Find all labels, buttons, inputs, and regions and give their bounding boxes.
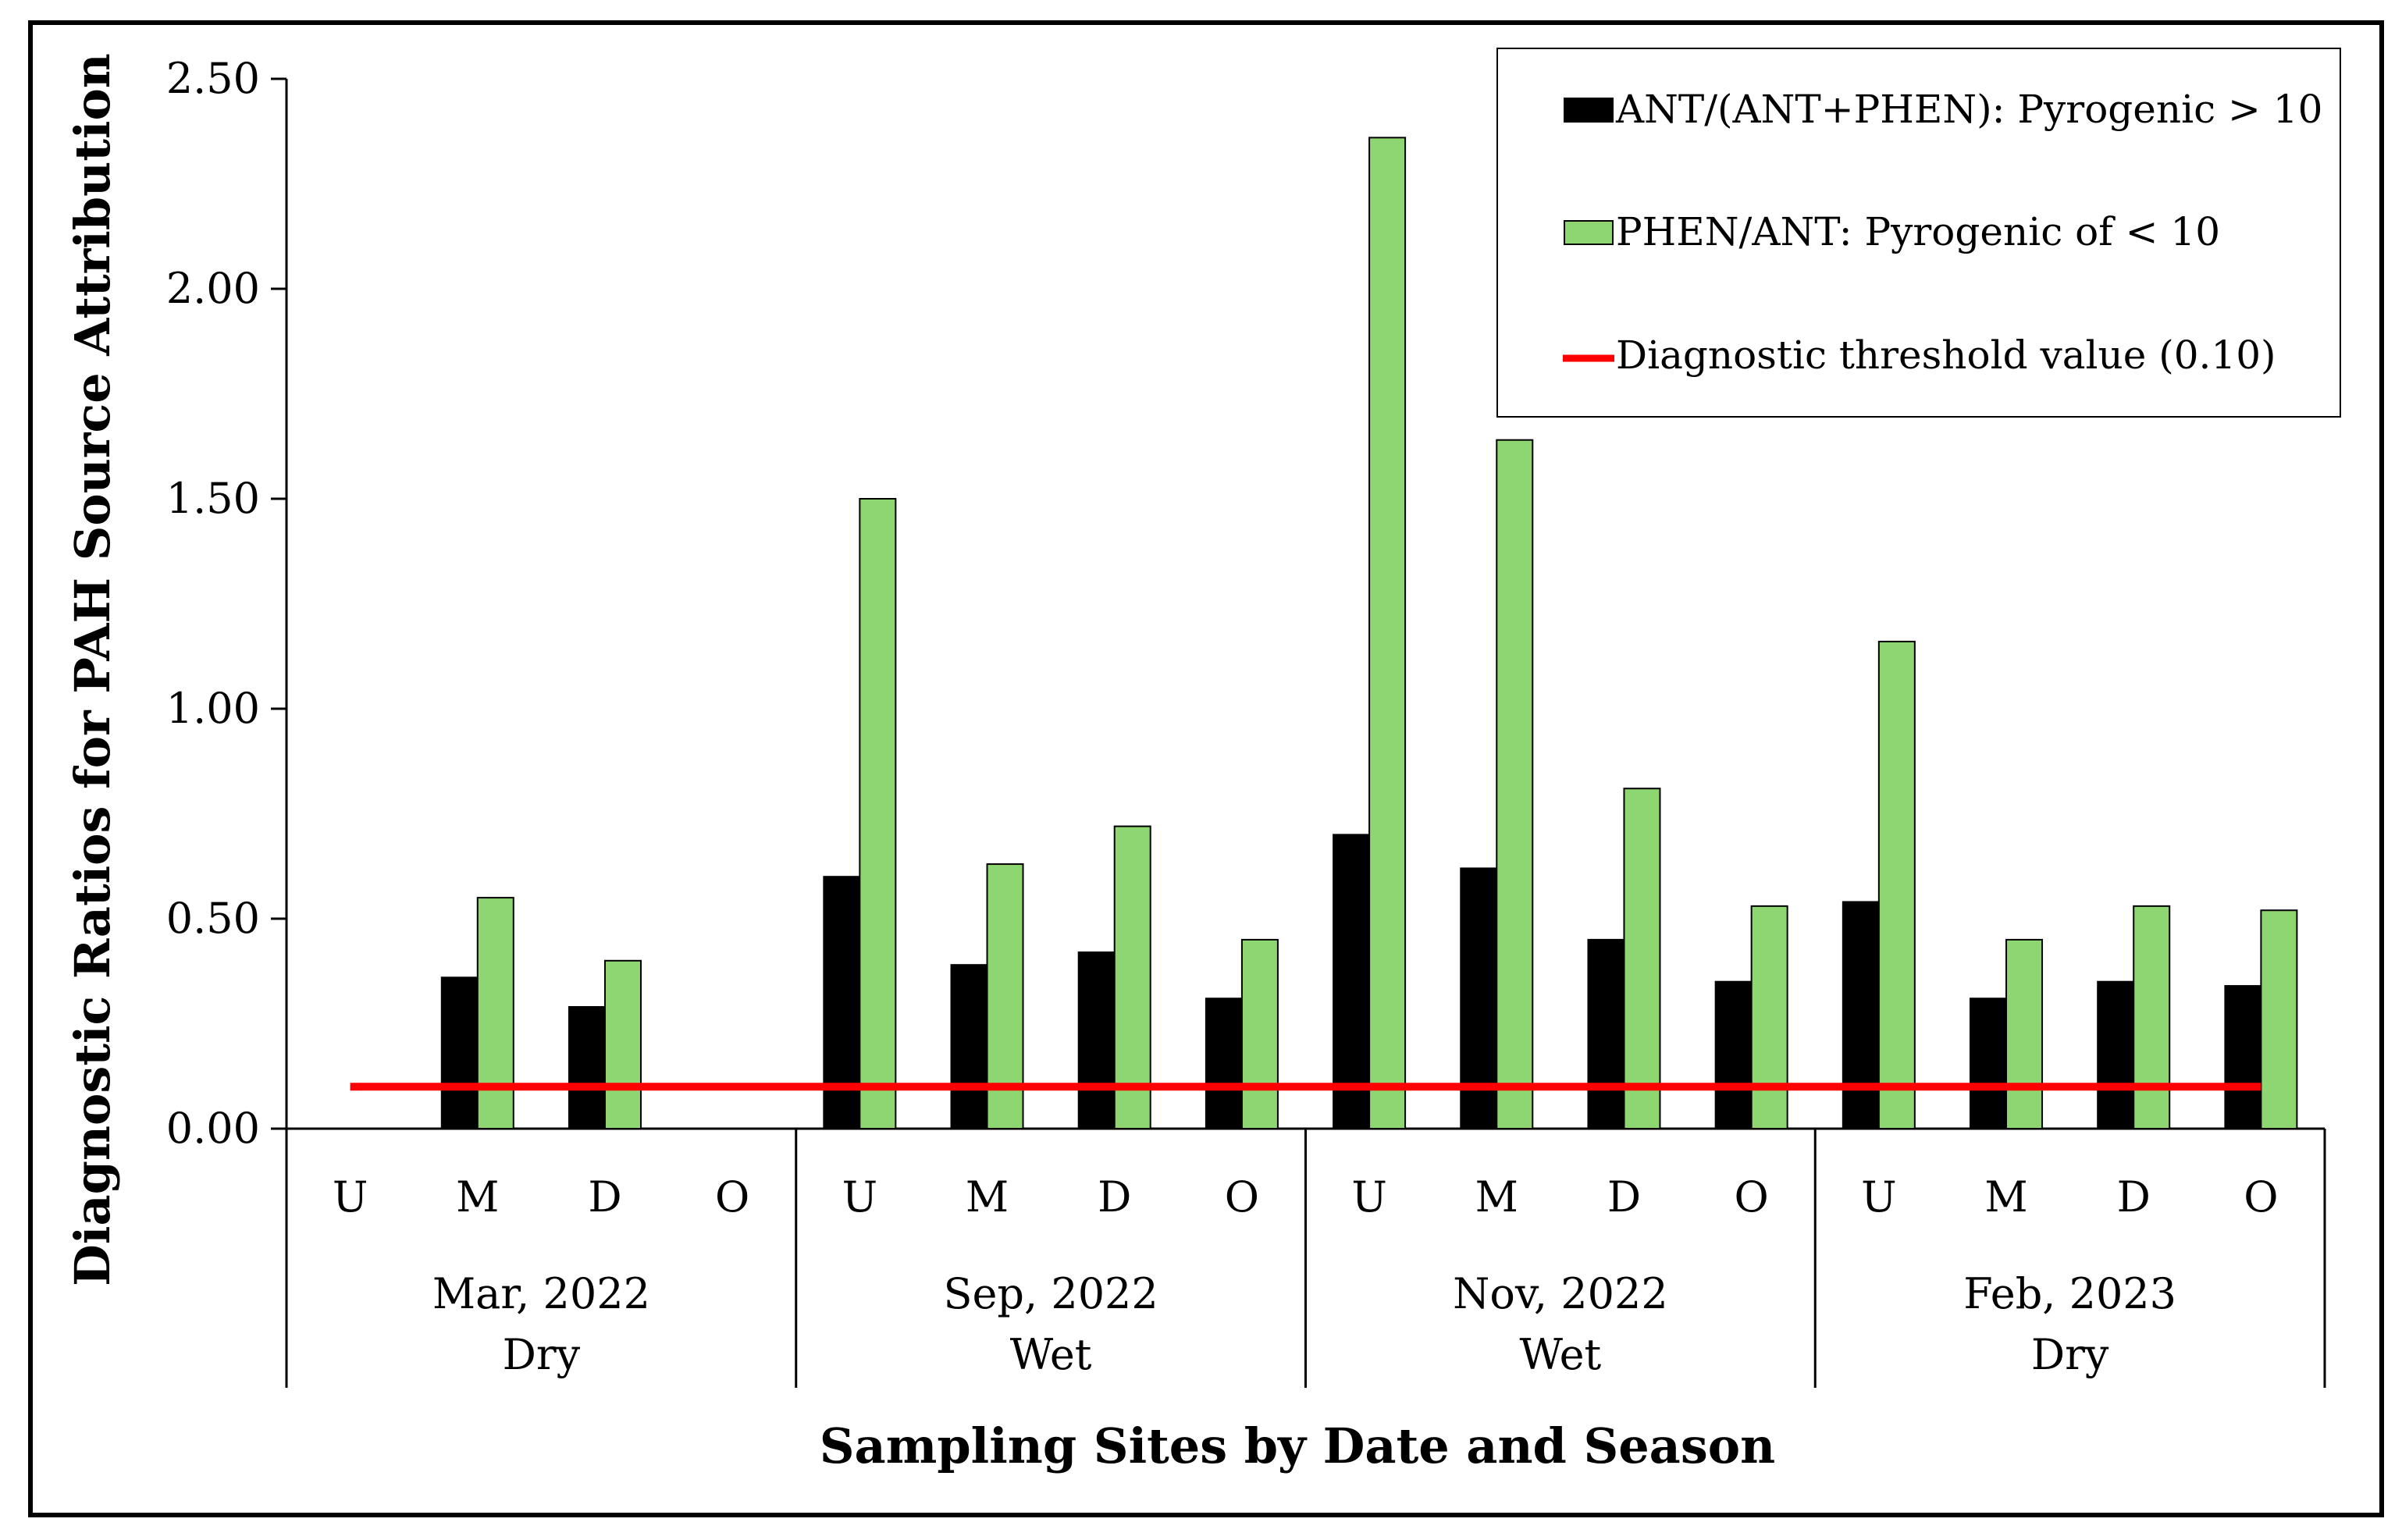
bar-phen-ratio [1877,640,1916,1129]
bar-ant-ratio [1842,901,1880,1129]
bar-phen-ratio [2005,938,2044,1130]
group-date-label: Mar, 2022 [432,1269,650,1318]
bar-ant-ratio [2097,980,2135,1129]
site-label: D [1098,1172,1131,1222]
legend-label-threshold: Diagnostic threshold value (0.10) [1616,333,2276,378]
site-label: O [1225,1172,1259,1222]
site-label: M [966,1172,1009,1222]
site-label: D [2117,1172,2151,1222]
bar-phen-ratio [2260,909,2298,1129]
bar-ant-ratio [1714,980,1753,1129]
y-tick-label: 0.00 [166,1104,260,1153]
site-label: U [1351,1172,1387,1222]
y-tick-label: 0.50 [166,894,260,943]
site-label: O [2244,1172,2278,1222]
x-axis-title: Sampling Sites by Date and Season [820,1417,1775,1474]
site-label: O [1735,1172,1769,1222]
y-axis-title: Diagnostic Ratios for PAH Source Attribu… [64,53,121,1286]
legend-box [1496,48,2341,418]
site-label: M [456,1172,499,1222]
site-label: D [1607,1172,1641,1222]
legend-label-phen-ratio: PHEN/ANT: Pyrogenic of < 10 [1616,209,2220,254]
bar-phen-ratio [1113,825,1151,1129]
site-label: M [1984,1172,2027,1222]
site-label: U [842,1172,878,1222]
legend-label-ant-ratio: ANT/(ANT+PHEN): Pyrogenic > 10 [1615,87,2322,132]
bar-ant-ratio [2224,985,2262,1129]
site-label: U [1861,1172,1897,1222]
bar-ant-ratio [1205,998,1243,1129]
bar-ant-ratio [950,964,988,1130]
y-tick-label: 1.50 [166,474,260,523]
bar-phen-ratio [1240,938,1279,1130]
legend-swatch-ant-ratio [1564,98,1614,123]
group-season-label: Wet [1519,1330,1601,1379]
site-label: U [333,1172,368,1222]
site-label: O [715,1172,749,1222]
group-season-label: Dry [503,1330,581,1379]
bar-phen-ratio [1750,905,1788,1129]
y-tick-label: 2.00 [166,264,260,313]
bar-phen-ratio [1623,788,1661,1129]
plot-area: 0.00 0.50 1.00 1.50 2.00 2.50 U M D O Mar, 2022 Dry… [166,54,2326,1388]
site-label: D [588,1172,621,1222]
bar-ant-ratio [440,976,479,1129]
group-season-label: Dry [2031,1330,2109,1379]
group-season-label: Wet [1010,1330,1092,1379]
group-date-label: Sep, 2022 [943,1269,1158,1318]
group-date-label: Feb, 2023 [1963,1269,2176,1318]
legend: ANT/(ANT+PHEN): Pyrogenic > 10 PHEN/ANT:… [1496,48,2341,418]
bar-ant-ratio [1587,938,1625,1130]
bar-phen-ratio [2133,905,2171,1129]
bar-phen-ratio [603,959,642,1130]
bar-phen-ratio [859,498,897,1129]
bar-phen-ratio [1368,137,1407,1130]
bar-ant-ratio [823,876,861,1129]
bar-phen-ratio [476,897,514,1129]
site-label: M [1475,1172,1518,1222]
bar-ant-ratio [568,1005,606,1129]
legend-swatch-phen-ratio [1564,220,1614,245]
y-tick-label: 2.50 [166,54,260,103]
bar-phen-ratio [1496,439,1534,1129]
bar-ant-ratio [1970,998,2008,1129]
group-date-label: Nov, 2022 [1453,1269,1668,1318]
y-tick-label: 1.00 [166,684,260,733]
bar-ant-ratio [1077,951,1116,1130]
